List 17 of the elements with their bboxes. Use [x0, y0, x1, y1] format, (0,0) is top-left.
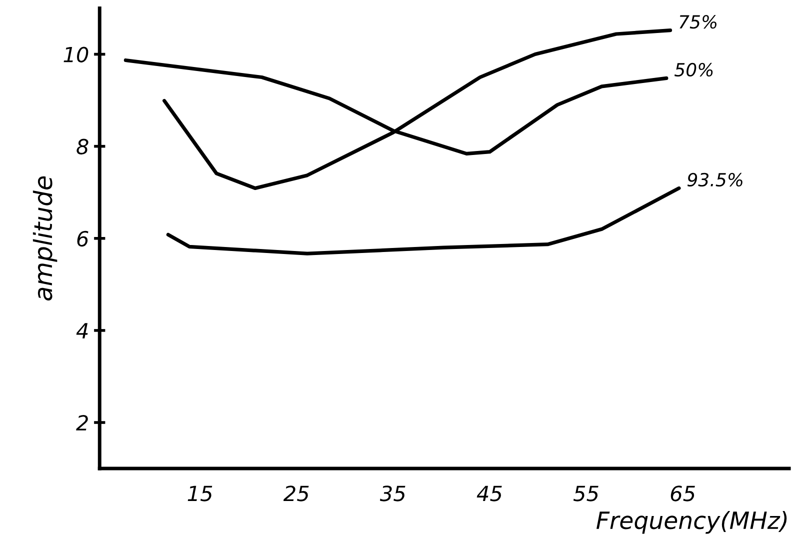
y-tick-label: 8: [76, 138, 88, 155]
x-tick-label: 45: [476, 486, 502, 502]
y-tick-label: 10: [64, 46, 88, 62]
x-tick-label: 35: [380, 486, 406, 502]
y-axis-title: amplitude: [32, 176, 58, 301]
line-series: [166, 186, 681, 256]
x-tick-label: 55: [573, 486, 598, 502]
x-tick-label: 25: [283, 486, 309, 502]
series-label: 75%: [680, 14, 716, 29]
series-label: 50%: [674, 62, 713, 77]
y-tick-label: 2: [76, 414, 88, 430]
x-axis-title: Frequency(MHz): [596, 510, 787, 534]
x-tick-label: 15: [188, 486, 212, 502]
y-tick-label: 4: [76, 323, 88, 338]
series-label: 93.5%: [687, 172, 742, 187]
y-tick-label: 6: [77, 230, 88, 247]
x-tick-label: 65: [670, 486, 695, 502]
